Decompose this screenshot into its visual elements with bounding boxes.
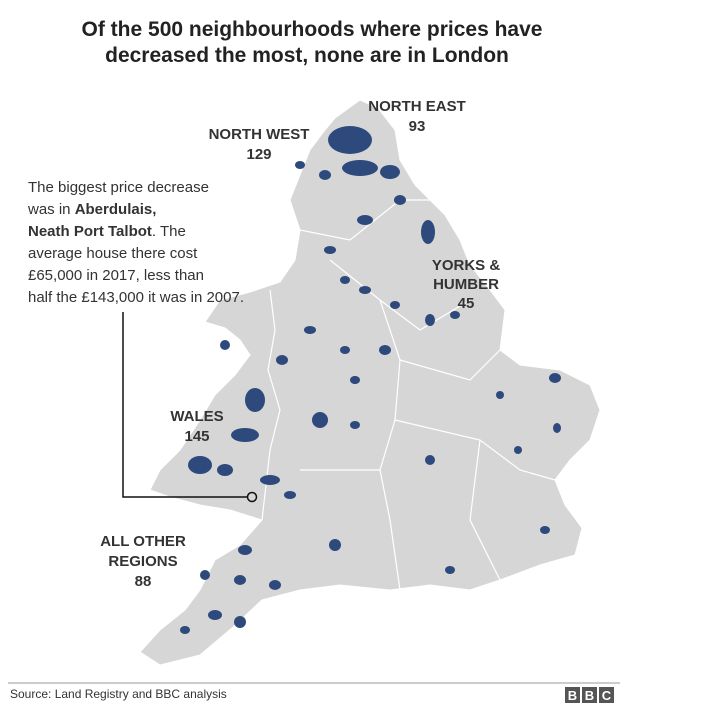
region-label: ALL OTHER REGIONS 88 [100,533,186,590]
logo-letter: B [585,688,594,703]
region-name: REGIONS [108,553,177,570]
region-count: 129 [246,146,271,163]
neighbourhood [200,570,210,580]
neighbourhood [329,539,341,551]
region-name: NORTH WEST [209,126,310,143]
neighbourhood [380,165,400,179]
neighbourhood-markers [180,126,561,634]
neighbourhood [359,286,371,294]
shape [582,687,597,703]
text-part: half the £143,000 it was in 2007. [28,289,244,306]
neighbourhood [234,616,246,628]
region-name: YORKS & [432,257,501,274]
logo-letter: B [568,688,577,703]
neighbourhood [238,545,252,555]
neighbourhood [350,421,360,429]
neighbourhood [445,566,455,574]
region-borders [261,199,556,591]
neighbourhood [540,526,550,534]
neighbourhood [276,355,288,365]
neighbourhood [304,326,316,334]
neighbourhood [379,345,391,355]
text-part: average house there cost [28,245,198,262]
region-name: ALL OTHER [100,533,186,550]
neighbourhood [208,610,222,620]
neighbourhood [231,428,259,442]
neighbourhood [340,276,350,284]
neighbourhood [284,491,296,499]
neighbourhood [234,575,246,585]
neighbourhood [425,314,435,326]
neighbourhood [269,580,281,590]
neighbourhood [260,475,280,485]
neighbourhood [180,626,190,634]
region-label: NORTH EAST 93 [368,98,466,135]
neighbourhood [514,446,522,454]
neighbourhood [328,126,372,154]
neighbourhood [553,423,561,433]
text-part: . The [152,223,186,240]
source: Source: Land Registry and BBC analysis [10,687,227,701]
annotation-line: Neath Port Talbot. The [28,223,186,240]
region-count: 88 [135,573,152,590]
text-part: £65,000 in 2017, less than [28,267,204,284]
neighbourhood [390,301,400,309]
text-part: was in [27,201,75,218]
neighbourhood [188,456,212,474]
neighbourhood [295,161,305,169]
leader-line [122,312,247,498]
annotation-line: £65,000 in 2017, less than [28,267,204,284]
neighbourhood [421,220,435,244]
neighbourhood [425,455,435,465]
england-wales [139,99,601,666]
shape [599,687,614,703]
region-count: 93 [409,118,426,135]
neighbourhood [342,160,378,176]
region-name: WALES [170,408,223,425]
neighbourhood [549,373,561,383]
neighbourhood [350,376,360,384]
annotation: The biggest price decrease was in Aberdu… [27,179,258,503]
region-name: HUMBER [433,276,499,293]
location-marker [246,491,258,503]
neighbourhood [245,388,265,412]
neighbourhood [394,195,406,205]
region-count: 45 [458,295,475,312]
logo: B B C [565,687,614,703]
region-label: WALES 145 [170,408,223,445]
neighbourhood [357,215,373,225]
annotation-line: average house there cost [28,245,198,262]
shape [565,687,580,703]
neighbourhood [496,391,504,399]
neighbourhood [450,311,460,319]
text-part: Neath Port Talbot [28,223,152,240]
neighbourhood [220,340,230,350]
neighbourhood [340,346,350,354]
map [139,99,601,666]
neighbourhood [217,464,233,476]
region-name: NORTH EAST [368,98,466,115]
neighbourhood [324,246,336,254]
title: decreased the most, none are in London [105,44,509,67]
logo-letter: C [602,688,612,703]
title: Of the 500 neighbourhoods where prices h… [82,18,543,41]
annotation-line: half the £143,000 it was in 2007. [28,289,244,306]
annotation-line: was in Aberdulais, [27,201,156,218]
neighbourhood [312,412,328,428]
region-label: NORTH WEST 129 [209,126,310,163]
region-label: YORKS & HUMBER 45 [432,257,501,312]
annotation-line: The biggest price decrease [28,179,209,196]
region-count: 145 [184,428,209,445]
neighbourhood [319,170,331,180]
text-part: Aberdulais, [75,201,157,218]
text-part: The biggest price decrease [28,179,209,196]
